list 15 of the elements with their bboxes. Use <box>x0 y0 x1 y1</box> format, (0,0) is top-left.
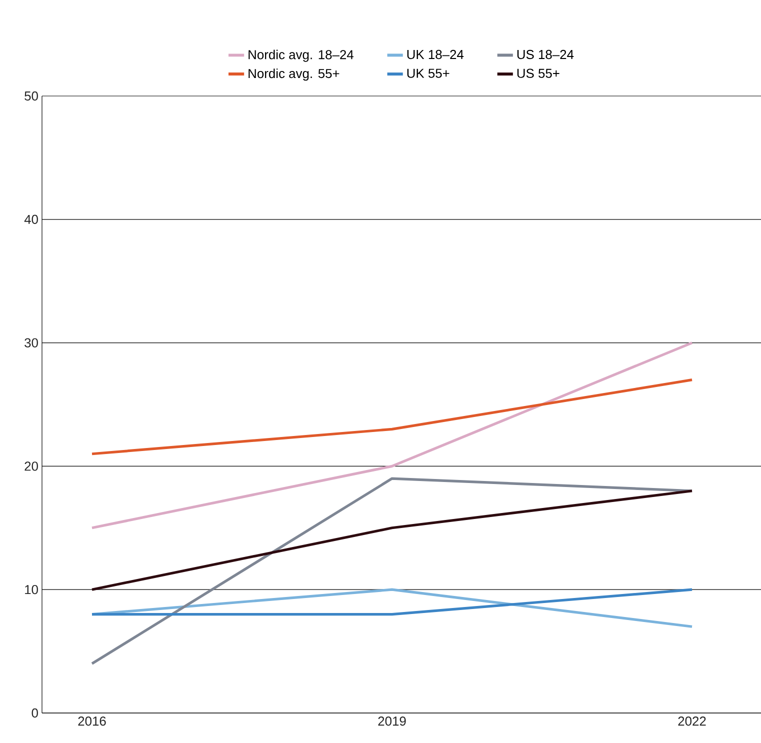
x-tick-label: 2016 <box>78 716 106 726</box>
y-tick-label: 30 <box>24 338 38 348</box>
legend-label: UK 55+ <box>407 68 450 78</box>
legend-label: US 55+ <box>517 68 560 78</box>
x-tick-label: 2019 <box>378 716 406 726</box>
legend-label: US 18–24 <box>517 50 574 60</box>
y-tick-label: 0 <box>32 708 38 718</box>
y-tick-label: 40 <box>24 214 38 224</box>
x-tick-label: 2022 <box>678 716 706 726</box>
y-tick-label: 50 <box>24 91 38 101</box>
legend-label: Nordic avg. 55+ <box>248 68 340 81</box>
legend-label: Nordic avg. 18–24 <box>248 50 354 62</box>
y-tick-label: 10 <box>25 585 38 594</box>
legend-label: UK 18–24 <box>407 50 464 60</box>
y-tick-label: 20 <box>24 462 38 471</box>
